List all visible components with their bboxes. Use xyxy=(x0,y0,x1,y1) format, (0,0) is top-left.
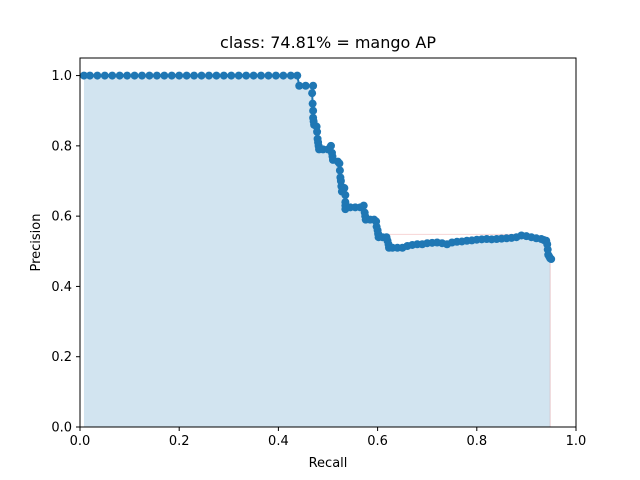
x-tick-label: 0.4 xyxy=(268,434,289,449)
x-axis-ticks: 0.0 0.2 0.4 0.6 0.8 1.0 xyxy=(70,427,587,449)
data-point xyxy=(234,71,243,80)
data-point xyxy=(257,71,266,80)
data-point xyxy=(182,71,191,80)
area-fill-layer xyxy=(83,75,552,428)
data-point xyxy=(242,71,251,80)
data-point xyxy=(152,71,161,80)
x-tick-label: 0.6 xyxy=(367,434,388,449)
x-tick-label: 1.0 xyxy=(566,434,587,449)
data-point xyxy=(138,71,146,80)
data-point xyxy=(115,71,124,80)
x-axis-label: Recall xyxy=(309,456,348,471)
data-point xyxy=(326,141,335,150)
plot-frame xyxy=(79,57,577,428)
y-tick-label: 0.4 xyxy=(51,280,72,295)
data-point xyxy=(301,81,310,90)
data-point xyxy=(271,71,280,80)
data-point xyxy=(547,255,556,264)
y-axis-label: Precision xyxy=(29,213,44,271)
area-under-curve xyxy=(83,75,552,428)
data-point xyxy=(341,191,350,200)
envelope-layer xyxy=(387,233,551,427)
data-point xyxy=(308,89,317,98)
data-point xyxy=(130,71,139,80)
data-point xyxy=(212,71,221,80)
x-tick-label: 0.2 xyxy=(169,434,190,449)
x-tick-label: 0.0 xyxy=(70,434,91,449)
data-point xyxy=(293,71,302,80)
data-point xyxy=(286,71,295,80)
data-point xyxy=(100,71,109,80)
x-tick-label: 0.8 xyxy=(466,434,487,449)
data-point xyxy=(79,71,88,80)
data-point xyxy=(167,71,176,80)
data-point xyxy=(279,71,288,80)
data-point xyxy=(249,71,258,80)
data-point xyxy=(190,71,199,80)
data-point xyxy=(219,71,228,80)
chart-title: class: 74.81% = mango AP xyxy=(220,33,436,52)
data-point xyxy=(197,71,206,80)
data-point xyxy=(313,127,322,136)
data-point xyxy=(227,71,236,80)
data-point xyxy=(93,71,102,80)
data-point xyxy=(335,159,344,168)
data-point xyxy=(175,71,184,80)
data-point xyxy=(308,99,317,108)
y-tick-label: 0.2 xyxy=(51,350,72,365)
data-point xyxy=(160,71,169,80)
data-point xyxy=(309,106,318,115)
y-axis-ticks: 0.0 0.2 0.4 0.6 0.8 1.0 xyxy=(51,69,80,436)
data-point xyxy=(309,81,318,90)
data-point xyxy=(359,201,368,210)
data-point xyxy=(335,166,344,175)
data-point xyxy=(108,71,117,80)
data-points-layer xyxy=(79,71,556,264)
data-point xyxy=(340,184,349,193)
y-tick-label: 0.6 xyxy=(51,210,72,225)
data-point xyxy=(145,71,154,80)
y-tick-label: 0.0 xyxy=(51,421,72,436)
data-point xyxy=(85,71,94,80)
data-point xyxy=(123,71,132,80)
data-point xyxy=(264,71,273,80)
y-tick-label: 0.8 xyxy=(51,139,72,154)
data-point xyxy=(204,71,213,80)
data-point xyxy=(295,81,304,90)
y-tick-label: 1.0 xyxy=(51,69,72,84)
